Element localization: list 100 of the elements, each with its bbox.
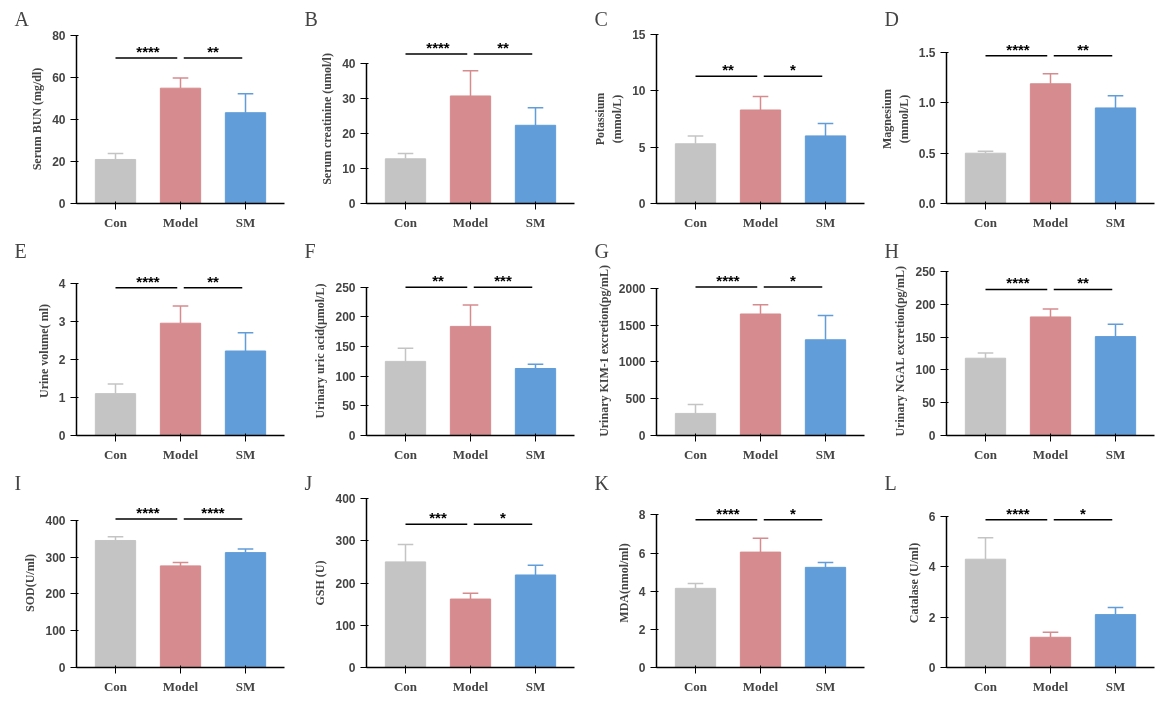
y-tick-label: 400	[45, 513, 66, 528]
y-tick-label: 20	[342, 127, 356, 142]
x-tick-label: Con	[973, 446, 998, 462]
x-tick-label: SM	[525, 678, 546, 694]
annotation: **	[207, 42, 219, 60]
x-tick-label: SM	[815, 214, 836, 230]
x-tick-label: Model	[742, 678, 779, 694]
y-tick-label: 40	[342, 57, 356, 72]
chart-title: C	[594, 7, 608, 30]
x-tick-label: Model	[1032, 678, 1069, 694]
annotation: *	[1080, 504, 1087, 522]
y-tick-label: 0	[348, 429, 356, 443]
bar	[804, 566, 847, 668]
x-tick-label: Con	[393, 446, 418, 462]
y-tick-label: 50	[922, 396, 936, 411]
y-tick-label: 300	[335, 534, 356, 549]
bar	[224, 552, 267, 668]
y-tick-label: 0	[928, 429, 936, 443]
y-tick-label: 400	[335, 492, 356, 506]
y-tick-label: 200	[335, 310, 356, 325]
x-tick-label: SM	[525, 446, 546, 462]
y-tick-label: 60	[52, 71, 66, 86]
y-tick-label: 150	[915, 330, 936, 345]
chart-title: H	[884, 239, 899, 262]
x-tick-label: Model	[1032, 446, 1069, 462]
annotation: **	[1077, 274, 1089, 292]
chart-title: D	[884, 7, 899, 30]
y-axis-title: Serum BUN (mg/dl)	[30, 67, 45, 171]
annotation: **	[432, 272, 444, 290]
y-tick-label: 30	[342, 92, 356, 107]
y-axis-title: SOD(U/ml)	[23, 554, 38, 612]
y-tick-label: 250	[335, 280, 356, 295]
x-tick-label: Con	[103, 214, 128, 230]
y-tick-label: 50	[342, 399, 356, 414]
x-tick-label: SM	[815, 678, 836, 694]
y-tick-label: 0	[638, 661, 646, 675]
y-tick-label: 0	[638, 429, 646, 443]
y-tick-label: 2	[638, 622, 646, 637]
chart-title: L	[884, 471, 897, 494]
annotation: ****	[1006, 40, 1030, 58]
y-tick-label: 20	[52, 155, 66, 170]
y-axis-title: Serum creatinine (umol/l)	[320, 53, 335, 185]
y-tick-label: 0	[58, 429, 66, 443]
y-tick-label: 2	[58, 352, 66, 367]
x-tick-label: Model	[452, 678, 489, 694]
x-tick-label: Con	[393, 214, 418, 230]
y-tick-label: 1	[58, 390, 66, 405]
bar	[384, 158, 427, 204]
y-tick-label: 2000	[618, 281, 646, 296]
y-tick-label: 4	[58, 276, 66, 291]
x-tick-label: Con	[973, 678, 998, 694]
y-tick-label: 500	[625, 392, 646, 407]
annotation: **	[207, 272, 219, 290]
y-tick-label: 0.0	[918, 197, 936, 211]
annotation: ****	[716, 272, 740, 290]
y-tick-label: 4	[928, 560, 936, 575]
bar	[94, 539, 137, 668]
bar	[674, 587, 717, 668]
text: **	[497, 39, 509, 57]
x-tick-label: SM	[815, 446, 836, 462]
y-axis-title: Urinary NGAL excretion(pg/mL)	[893, 266, 908, 437]
x-tick-label: SM	[525, 214, 546, 230]
y-tick-label: 6	[638, 546, 646, 561]
x-tick-label: Con	[683, 446, 708, 462]
annotation: ****	[136, 272, 160, 290]
y-tick-label: 0	[928, 661, 936, 675]
bar	[964, 357, 1007, 436]
y-tick-label: 300	[45, 550, 66, 565]
y-tick-label: 100	[335, 618, 356, 633]
annotation: *	[790, 272, 797, 290]
y-tick-label: 0	[58, 197, 66, 211]
x-tick-label: Con	[683, 214, 708, 230]
x-tick-label: Model	[162, 214, 199, 230]
y-tick-label: 8	[638, 508, 646, 523]
y-tick-label: 1000	[618, 355, 646, 370]
annotation: ****	[1006, 504, 1030, 522]
y-axis-title: MDA(nmol/ml)	[616, 543, 631, 623]
y-tick-label: 250	[915, 265, 936, 280]
x-tick-label: Con	[973, 214, 998, 230]
x-tick-label: Con	[103, 678, 128, 694]
x-tick-label: Con	[683, 678, 708, 694]
y-tick-label: 0	[638, 197, 646, 211]
annotation: *	[500, 509, 507, 527]
x-tick-label: SM	[235, 214, 256, 230]
x-tick-label: Model	[162, 446, 199, 462]
y-tick-label: 5	[638, 140, 646, 155]
chart-title: F	[304, 239, 316, 262]
x-tick-label: Con	[393, 678, 418, 694]
chart-title: G	[594, 239, 609, 262]
y-axis-title: Potassium (mmol/L)	[593, 92, 625, 146]
annotation: ****	[201, 504, 225, 522]
y-tick-label: 1.5	[918, 46, 936, 61]
bar	[449, 598, 492, 668]
chart-title: A	[14, 7, 30, 30]
x-tick-label: Con	[103, 446, 128, 462]
chart-title: J	[304, 471, 313, 494]
y-axis-title: Urinary KIM-1 excretion(pg/mL)	[596, 265, 611, 437]
y-tick-label: 40	[52, 113, 66, 128]
bar	[94, 158, 137, 204]
x-tick-label: Model	[742, 214, 779, 230]
